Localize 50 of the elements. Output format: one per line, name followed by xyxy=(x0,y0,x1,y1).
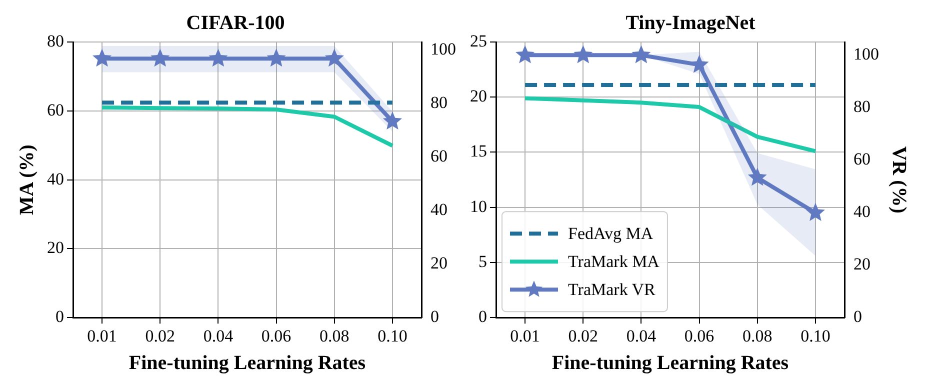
y-tick-label: 20 xyxy=(47,238,64,258)
legend-label: FedAvg MA xyxy=(568,224,654,244)
point xyxy=(806,202,825,221)
y-tick-label: 0 xyxy=(478,307,487,326)
y-tick-label: 25 xyxy=(470,31,487,50)
y-tick-label: 10 xyxy=(470,196,487,216)
legend-label: TraMark VR xyxy=(568,280,656,300)
x-axis-title: Fine-tuning Learning Rates xyxy=(128,352,366,374)
y-tick-label: 0 xyxy=(56,307,64,326)
y2-axis-title: VR (%) xyxy=(888,146,910,214)
y2-tick-label: 80 xyxy=(854,97,870,116)
x-tick-label: 0.04 xyxy=(203,326,234,346)
y2-tick-label: 20 xyxy=(854,254,870,274)
x-tick-label: 0.01 xyxy=(510,326,540,346)
point xyxy=(516,45,535,64)
y2-tick-label: 60 xyxy=(854,150,870,169)
y2-tick-label: 40 xyxy=(430,200,448,220)
y2-tick-label: 60 xyxy=(430,146,448,166)
y-tick-label: 80 xyxy=(47,31,64,50)
x-tick-label: 0.08 xyxy=(742,326,772,346)
legend-label: TraMark MA xyxy=(568,252,660,272)
x-tick-label: 0.01 xyxy=(87,326,117,346)
x-tick-label: 0.10 xyxy=(378,326,408,346)
x-tick-label: 0.06 xyxy=(684,326,714,346)
x-tick-label: 0.10 xyxy=(800,326,830,346)
y-tick-label: 40 xyxy=(47,169,64,188)
y2-tick-label: 0 xyxy=(430,307,439,326)
x-tick-label: 0.04 xyxy=(626,326,657,346)
point xyxy=(574,45,593,64)
y2-tick-label: 40 xyxy=(854,202,870,222)
y2-tick-label: 20 xyxy=(430,254,448,273)
y2-tick-label: 80 xyxy=(430,93,448,112)
x-axis-title: Fine-tuning Learning Rates xyxy=(552,352,789,374)
y-tick-label: 5 xyxy=(478,252,487,271)
x-tick-label: 0.06 xyxy=(261,326,292,346)
y-tick-label: 15 xyxy=(470,142,487,161)
x-tick-label: 0.02 xyxy=(145,326,175,346)
y-tick-label: 20 xyxy=(470,86,487,106)
y2-tick-label: 100 xyxy=(854,44,879,64)
point xyxy=(748,168,767,186)
x-tick-label: 0.08 xyxy=(320,326,350,346)
chart-title: Tiny-ImageNet xyxy=(626,12,756,34)
point xyxy=(690,54,709,73)
x-tick-label: 0.02 xyxy=(568,326,598,346)
y2-tick-label: 0 xyxy=(854,307,862,326)
y2-tick-label: 100 xyxy=(430,39,456,58)
y-tick-label: 60 xyxy=(47,100,64,120)
chart-title: CIFAR-100 xyxy=(186,12,285,34)
point xyxy=(632,45,651,64)
y-axis-title: MA (%) xyxy=(16,144,38,216)
